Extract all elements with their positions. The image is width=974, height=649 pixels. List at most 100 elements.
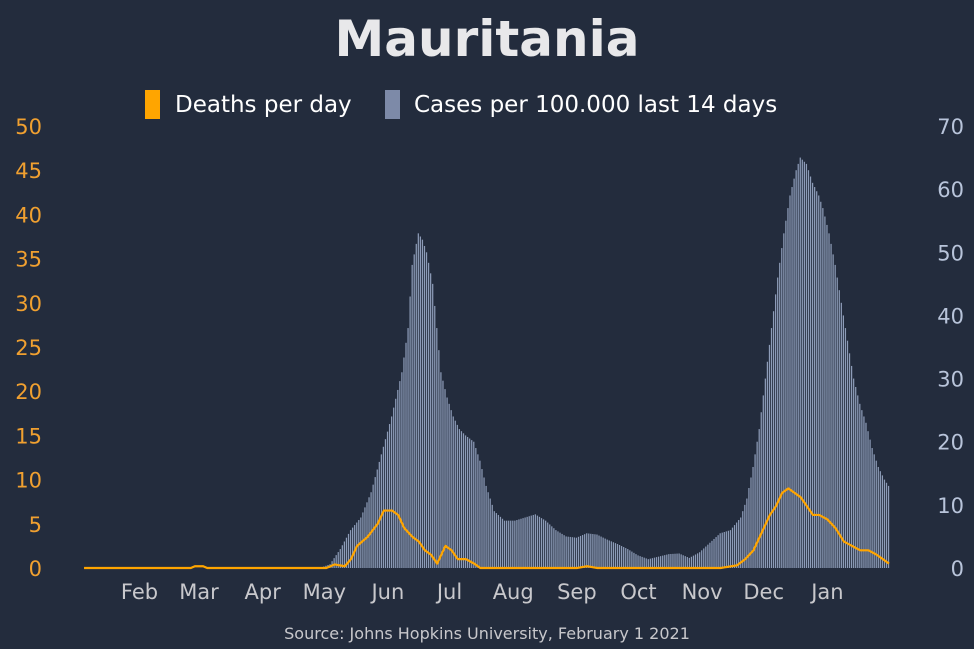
left-tick-label: 45 [15,159,42,183]
case-bar [571,537,573,568]
case-bar [368,497,370,568]
case-bar [335,555,337,568]
case-bar [501,518,504,568]
case-bar [717,535,719,568]
x-tick-label: Jul [435,580,462,604]
case-bar [694,554,697,568]
case-bar [641,556,643,568]
case-bar [610,541,612,568]
case-bar [489,498,491,568]
case-bar [684,556,686,568]
case-bar [783,233,785,568]
case-bar [485,485,487,568]
case-bar [713,538,715,568]
case-bar [364,507,366,568]
case-bar [707,544,709,568]
case-bar [508,520,510,568]
case-bar [655,557,658,568]
case-bar [653,557,656,568]
case-bar [450,410,452,568]
case-bar [703,548,705,568]
case-bar [518,519,520,568]
case-bar [370,492,372,568]
case-bar [401,372,403,568]
case-bar [555,530,557,568]
case-bar [801,159,803,568]
case-bar [386,431,389,568]
case-bar [770,328,773,568]
right-tick-label: 10 [937,494,964,518]
case-bar [844,328,847,568]
case-bar [746,498,748,568]
left-tick-label: 25 [15,336,42,360]
case-bar [559,532,561,568]
left-tick-label: 5 [29,513,42,537]
case-bar [846,340,849,568]
case-bar [446,397,448,568]
case-bar [834,264,836,568]
case-bar [481,469,483,568]
case-bar [670,553,672,568]
case-bar [762,395,764,568]
case-bar [814,187,816,569]
case-bar [427,262,430,568]
case-bar [657,556,660,568]
case-bar [495,513,497,568]
case-bar [579,535,582,568]
case-bar [473,441,475,568]
x-tick-label: Aug [493,580,534,604]
left-tick-label: 30 [15,292,42,316]
case-bar [393,407,395,568]
legend: Deaths per day Cases per 100.000 last 14… [145,90,777,119]
case-bar [799,157,801,568]
case-bar [374,477,376,568]
case-bar [454,420,456,568]
case-bar [614,543,617,568]
right-tick-label: 30 [937,368,964,392]
case-bar [738,520,740,568]
x-axis: Feb Mar Apr May Jun Jul Aug Sep Oct Nov Dec Jan [121,580,844,604]
x-tick-label: Dec [743,580,784,604]
case-bar [592,534,594,568]
case-bar [487,492,489,568]
case-bar [538,516,541,568]
case-bar [522,518,524,568]
case-bar [785,220,787,568]
case-bar [727,530,730,568]
case-bar [787,208,789,568]
case-bar [627,549,629,568]
case-bar [506,520,508,568]
case-bar [756,441,758,568]
case-bar [725,531,727,568]
case-bar [341,545,343,568]
case-bar [625,548,627,568]
case-bar [569,536,571,568]
case-bar [779,262,781,568]
case-bar [600,536,602,568]
case-bar [352,527,354,568]
case-bar [758,429,760,568]
x-tick-label: May [303,580,346,604]
case-bar [711,540,713,568]
case-bar [421,239,424,568]
case-bar [561,533,563,568]
case-bar [528,516,530,568]
case-bar [588,533,590,568]
case-bar [549,524,551,568]
left-tick-label: 50 [15,115,42,139]
case-bar [805,163,808,568]
case-bar [604,538,606,568]
case-bar [832,254,834,568]
case-bar [672,553,674,568]
case-bar [337,552,339,568]
case-bar [343,541,346,568]
case-bar [682,555,684,568]
case-bar [789,195,791,568]
right-tick-label: 60 [937,178,964,202]
case-bar [432,283,434,568]
case-bar [325,565,327,568]
case-bar [409,296,411,568]
case-bar [723,532,725,568]
case-bar [479,460,481,568]
case-bar [836,277,838,568]
